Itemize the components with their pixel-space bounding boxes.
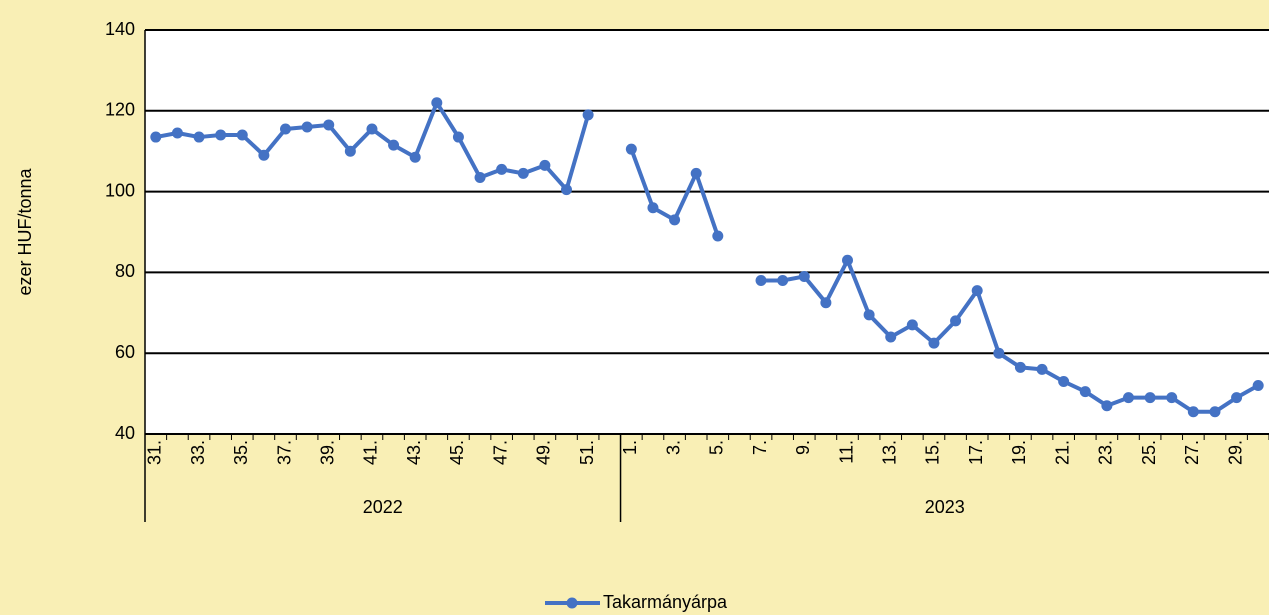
x-tick-label: 11. [836, 440, 856, 464]
legend-label: Takarmányárpa [603, 592, 728, 612]
x-tick-label: 19. [1009, 440, 1029, 465]
point [863, 309, 875, 321]
x-tick-label: 21. [1052, 440, 1072, 465]
x-tick-label: 49. [534, 440, 554, 465]
x-tick-label: 33. [188, 440, 208, 465]
point [388, 139, 400, 151]
point [669, 214, 681, 226]
point [301, 121, 313, 133]
x-tick-label: 23. [1096, 440, 1116, 465]
x-tick-label: 7. [750, 440, 770, 455]
x-tick-label: 29. [1225, 440, 1245, 465]
point [906, 319, 918, 331]
point [1209, 406, 1221, 418]
point [1144, 392, 1156, 404]
point [431, 97, 443, 109]
group-label: 2023 [925, 497, 965, 517]
point [366, 123, 378, 135]
point [150, 131, 162, 143]
point [1166, 392, 1178, 404]
point [496, 163, 508, 175]
point [1079, 386, 1091, 398]
point [798, 270, 810, 282]
point [409, 151, 421, 163]
group-label: 2022 [363, 497, 403, 517]
x-tick-label: 41. [361, 440, 381, 465]
point [755, 274, 767, 286]
y-tick-label: 80 [115, 261, 135, 281]
x-tick-label: 47. [490, 440, 510, 465]
point [1123, 392, 1134, 404]
point [820, 297, 832, 309]
x-tick-label: 15. [923, 440, 943, 465]
point [171, 127, 183, 139]
point [323, 119, 335, 131]
point [1014, 361, 1026, 373]
y-tick-label: 40 [115, 423, 135, 443]
x-tick-label: 37. [274, 440, 294, 465]
point [215, 129, 227, 141]
y-tick-label: 140 [105, 19, 135, 39]
y-tick-label: 120 [105, 100, 135, 120]
point [474, 171, 486, 183]
point [539, 159, 551, 171]
x-tick-label: 39. [317, 440, 337, 465]
point [1036, 363, 1048, 375]
point [690, 167, 702, 179]
y-tick-label: 60 [115, 342, 135, 362]
y-axis-label: ezer HUF/tonna [15, 167, 35, 295]
x-tick-label: 43. [404, 440, 424, 465]
point [1187, 406, 1199, 418]
point [236, 129, 248, 141]
point [1231, 392, 1243, 404]
point [1252, 380, 1264, 392]
point [258, 149, 270, 161]
x-tick-label: 31. [145, 440, 165, 465]
x-tick-label: 1. [620, 440, 640, 455]
point [344, 145, 356, 157]
point [517, 167, 529, 179]
point [950, 315, 962, 327]
x-tick-label: 13. [879, 440, 899, 465]
point [647, 202, 659, 214]
y-tick-label: 100 [105, 180, 135, 200]
point [1058, 375, 1070, 387]
point [193, 131, 205, 143]
plot-area [145, 30, 1269, 434]
x-tick-label: 35. [231, 440, 251, 465]
x-tick-label: 17. [966, 440, 986, 465]
legend-marker [566, 597, 578, 609]
point [625, 143, 637, 155]
point [777, 274, 789, 286]
x-tick-label: 25. [1139, 440, 1159, 465]
point [582, 109, 594, 121]
point [885, 331, 897, 343]
point [842, 254, 853, 266]
point [280, 123, 291, 135]
x-tick-label: 27. [1182, 440, 1202, 465]
point [1101, 400, 1113, 412]
point [928, 337, 940, 349]
x-tick-label: 9. [793, 440, 813, 455]
x-tick-label: 3. [663, 440, 683, 455]
point [712, 230, 724, 242]
point [561, 184, 572, 196]
point [993, 347, 1005, 359]
x-tick-label: 5. [707, 440, 727, 455]
point [452, 131, 464, 143]
x-tick-label: 45. [447, 440, 467, 465]
point [971, 285, 983, 297]
x-tick-label: 51. [577, 440, 597, 465]
